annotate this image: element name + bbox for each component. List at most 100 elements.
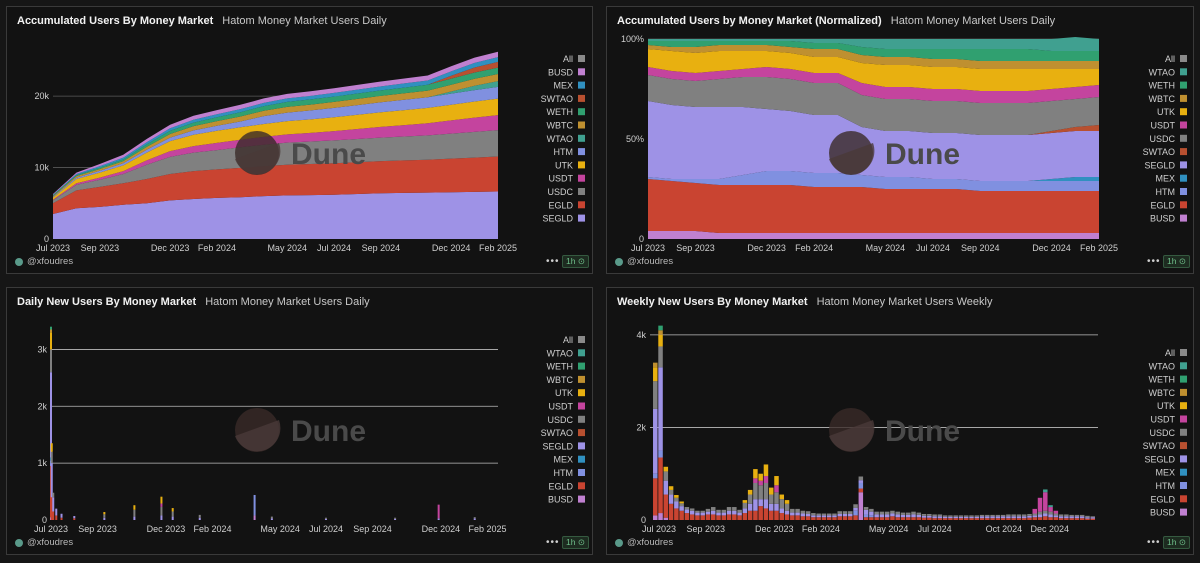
bar-segment-segld bbox=[103, 517, 106, 520]
panel-subtitle: Hatom Money Market Users Daily bbox=[222, 15, 387, 27]
bar-segment-usdc bbox=[689, 508, 695, 511]
bar-segment-utk bbox=[50, 443, 53, 452]
bar-segment-usdc bbox=[874, 511, 879, 515]
area-series-wbtc bbox=[53, 74, 498, 197]
legend-label: HTM bbox=[554, 468, 574, 478]
bar-segment-egld bbox=[911, 517, 916, 520]
bar-segment-segld bbox=[668, 494, 674, 504]
legend-swatch bbox=[578, 134, 585, 142]
bar-segment-usdc bbox=[160, 506, 163, 516]
bar-segment-htm bbox=[853, 510, 858, 516]
legend-swatch bbox=[1180, 55, 1187, 62]
author-badge[interactable]: @xfoudres bbox=[615, 256, 673, 267]
legend-label: USDC bbox=[1149, 134, 1175, 144]
bar-segment-usdc bbox=[737, 509, 742, 513]
x-tick-label: Feb 2025 bbox=[1080, 243, 1118, 253]
legend-label: UTK bbox=[1157, 107, 1175, 117]
refresh-interval-badge[interactable]: 1h ⊙ bbox=[562, 536, 589, 549]
legend-label: WTAO bbox=[547, 348, 573, 358]
area-series-htm bbox=[648, 171, 1099, 191]
author-badge[interactable]: @xfoudres bbox=[615, 537, 673, 548]
bar-segment-segld bbox=[1011, 516, 1016, 519]
bar-segment-htm bbox=[653, 473, 658, 479]
bar-segment-segld bbox=[437, 518, 440, 520]
bar-segment-usdt bbox=[753, 478, 758, 483]
bar-segment-usdc bbox=[774, 492, 779, 504]
legend-label: SEGLD bbox=[542, 214, 573, 224]
bar-segment-usdc bbox=[732, 507, 737, 511]
bar-segment-segld bbox=[700, 512, 705, 516]
watermark-text: Dune bbox=[291, 138, 366, 171]
panel-title: Accumulated Users by Money Market (Norma… bbox=[617, 15, 882, 27]
legend-label: WBTC bbox=[547, 121, 574, 131]
bar-segment-segld bbox=[1069, 516, 1074, 519]
bar-segment-egld bbox=[674, 508, 679, 520]
x-tick-label: Jul 2023 bbox=[642, 524, 676, 534]
bar-segment-usdc bbox=[198, 514, 201, 518]
legend-swatch bbox=[1180, 428, 1187, 436]
bar-segment-usdc bbox=[826, 513, 832, 516]
bar-segment-usdc bbox=[747, 494, 753, 504]
chart-panel-daily-new: Daily New Users By Money Market Hatom Mo… bbox=[6, 287, 593, 555]
bar-segment-egld bbox=[747, 510, 753, 520]
x-tick-label: Sep 2024 bbox=[961, 243, 1000, 253]
bar-segment-egld bbox=[1058, 518, 1064, 520]
refresh-interval-badge[interactable]: 1h ⊙ bbox=[562, 255, 589, 268]
author-badge[interactable]: @xfoudres bbox=[15, 256, 73, 267]
bar-segment-segld bbox=[974, 516, 980, 519]
x-tick-label: Dec 2023 bbox=[151, 243, 190, 253]
bar-segment-segld bbox=[721, 512, 727, 516]
bar-segment-egld bbox=[979, 518, 985, 520]
x-tick-label: Jul 2024 bbox=[916, 243, 950, 253]
legend-label: WTAO bbox=[547, 134, 573, 144]
bar-segment-segld bbox=[198, 517, 201, 520]
bar-segment-segld bbox=[763, 499, 769, 509]
bar-segment-usdc bbox=[1043, 510, 1048, 514]
bar-segment-egld bbox=[942, 518, 948, 520]
bar-segment-usdc bbox=[842, 511, 848, 514]
bar-segment-usdc bbox=[171, 511, 174, 517]
bar-segment-egld bbox=[684, 513, 690, 520]
refresh-interval-badge[interactable]: 1h ⊙ bbox=[1163, 255, 1190, 268]
author-badge[interactable]: @xfoudres bbox=[15, 537, 73, 548]
bar-segment-usdc bbox=[50, 349, 52, 373]
legend-label: HTM bbox=[554, 147, 574, 157]
watermark-logo-slice-icon bbox=[235, 420, 281, 452]
legend-swatch bbox=[1180, 442, 1187, 450]
legend-label: All bbox=[563, 335, 573, 345]
area-series-usdc bbox=[53, 130, 498, 204]
author-name: @xfoudres bbox=[627, 537, 674, 548]
bar-segment-segld bbox=[747, 503, 753, 511]
legend-swatch bbox=[578, 94, 585, 102]
legend-swatch bbox=[578, 442, 585, 450]
chart-svg-weekly-new: 0 2k 4k Dune Jul 2023 Sep 2023 Dec 2023 Feb 202… bbox=[636, 325, 1187, 534]
legend-swatch bbox=[578, 55, 585, 62]
bar-segment-egld bbox=[1021, 518, 1027, 520]
x-tick-label: Sep 2023 bbox=[81, 243, 120, 253]
bar-segment-segld bbox=[1064, 516, 1069, 519]
bar-segment-weth bbox=[658, 325, 663, 331]
refresh-interval-badge[interactable]: 1h ⊙ bbox=[1163, 536, 1190, 549]
bar-segment-usdc bbox=[1037, 511, 1043, 515]
bar-segment-segld bbox=[916, 514, 922, 518]
bar-segment-usdc bbox=[863, 507, 869, 510]
bar-segment-usdc bbox=[50, 451, 53, 464]
y-tick-label: 10k bbox=[34, 163, 49, 173]
bar-segment-htm bbox=[658, 450, 663, 458]
legend-swatch bbox=[578, 469, 585, 476]
x-tick-label: Feb 2025 bbox=[468, 524, 506, 534]
bar-segment-segld bbox=[837, 513, 842, 517]
legend-swatch bbox=[578, 201, 585, 209]
more-options-button[interactable]: ••• bbox=[1147, 256, 1161, 267]
more-options-button[interactable]: ••• bbox=[1147, 537, 1161, 548]
bar-segment-usdt bbox=[758, 480, 763, 486]
more-options-button[interactable]: ••• bbox=[546, 256, 560, 267]
bar-segment-segld bbox=[953, 516, 958, 519]
bar-segment-utk bbox=[753, 469, 758, 479]
bar-segment-segld bbox=[726, 510, 732, 515]
x-tick-label: May 2024 bbox=[869, 524, 909, 534]
x-tick-label: May 2024 bbox=[267, 243, 307, 253]
bar-segment-utk bbox=[133, 505, 136, 510]
more-options-button[interactable]: ••• bbox=[546, 537, 560, 548]
bar-segment-egld bbox=[1064, 518, 1069, 520]
